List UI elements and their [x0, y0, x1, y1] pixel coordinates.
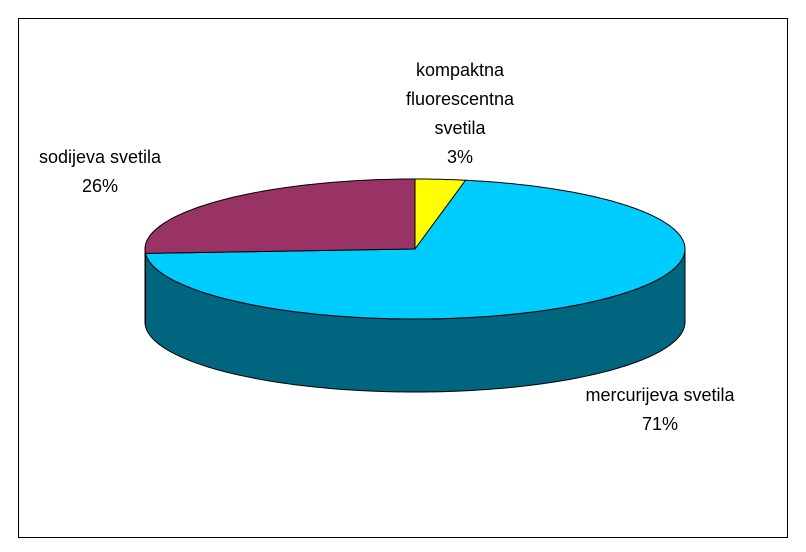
pie-slice — [144, 178, 416, 254]
slice-label: kompaktna fluorescentna svetila 3% — [385, 56, 535, 172]
slice-value: 3% — [446, 147, 473, 167]
slice-value: 71% — [641, 414, 679, 434]
slice-label: mercurijeva svetila 71% — [585, 381, 735, 439]
slice-name: kompaktna fluorescentna svetila — [405, 60, 515, 138]
pie-slice — [144, 179, 686, 320]
slice-label: sodijeva svetila 26% — [10, 143, 190, 201]
slice-name: sodijeva svetila — [38, 147, 162, 167]
pie-slice-side — [144, 248, 147, 327]
slice-value: 26% — [81, 176, 119, 196]
slice-name: mercurijeva svetila — [585, 385, 735, 405]
